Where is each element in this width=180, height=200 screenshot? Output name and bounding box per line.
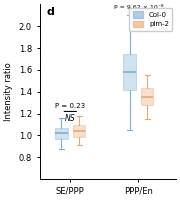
FancyBboxPatch shape bbox=[141, 88, 153, 105]
Text: NS: NS bbox=[65, 114, 76, 123]
FancyBboxPatch shape bbox=[55, 128, 68, 139]
Y-axis label: Intensity ratio: Intensity ratio bbox=[4, 62, 13, 121]
Text: **: ** bbox=[134, 14, 143, 24]
FancyBboxPatch shape bbox=[73, 125, 85, 137]
Text: P = 0.23: P = 0.23 bbox=[55, 103, 85, 109]
Text: d: d bbox=[46, 7, 54, 17]
FancyBboxPatch shape bbox=[123, 54, 136, 90]
Legend: Col-0, plm-2: Col-0, plm-2 bbox=[129, 8, 172, 31]
Text: P = 9.62 × 10⁻⁸: P = 9.62 × 10⁻⁸ bbox=[114, 5, 163, 10]
